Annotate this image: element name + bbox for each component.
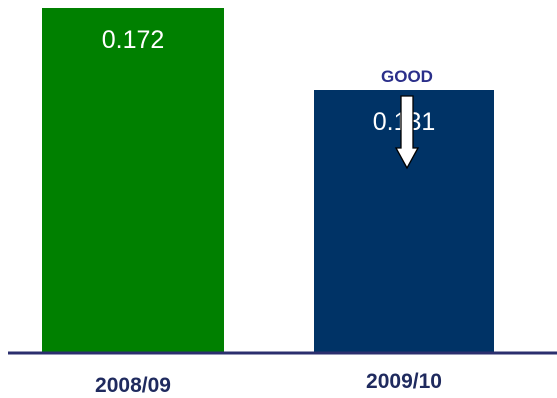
down-arrow-icon [394,95,420,170]
category-label-2008-09: 2008/09 [95,374,171,397]
category-label-2009-10: 2009/10 [366,370,442,393]
value-label-2008-09: 0.172 [102,26,165,54]
bar-2008-09 [42,8,224,352]
annotation-good-label: GOOD [381,67,433,86]
